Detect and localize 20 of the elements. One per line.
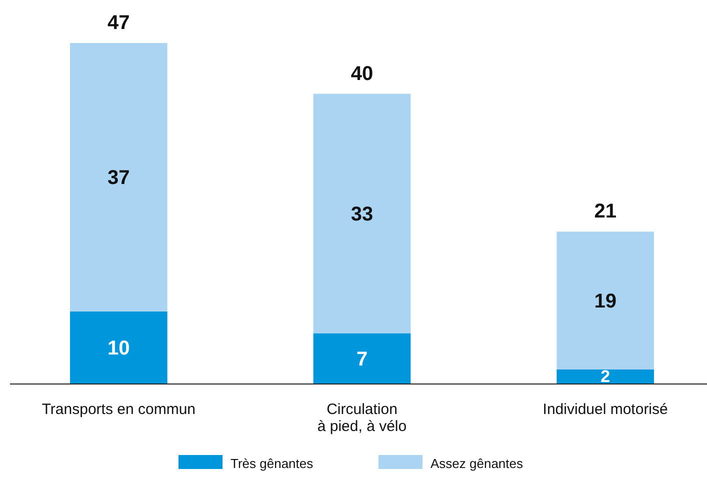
total-label: 40 [350,62,374,85]
bar [313,94,411,334]
total-label: 47 [108,12,130,34]
total-label: 21 [594,200,616,223]
bar [70,311,168,384]
data-label: 37 [108,167,130,190]
data-label: 2 [600,367,610,386]
legend-label: Très gênantes [230,456,314,471]
data-label: 33 [350,204,374,226]
data-label: 7 [356,348,368,371]
data-label: 10 [108,338,130,360]
bar [313,333,411,384]
bar [70,43,168,312]
bar [556,369,654,384]
bar [556,232,654,370]
legend-label: Assez gênantes [430,456,524,471]
x-tick-label: Circulation à pied, à vélo [317,401,407,435]
x-tick-label: Individuel motorisé [542,401,668,418]
x-tick-label: Transports en commun [42,401,196,418]
data-label: 19 [594,290,616,313]
